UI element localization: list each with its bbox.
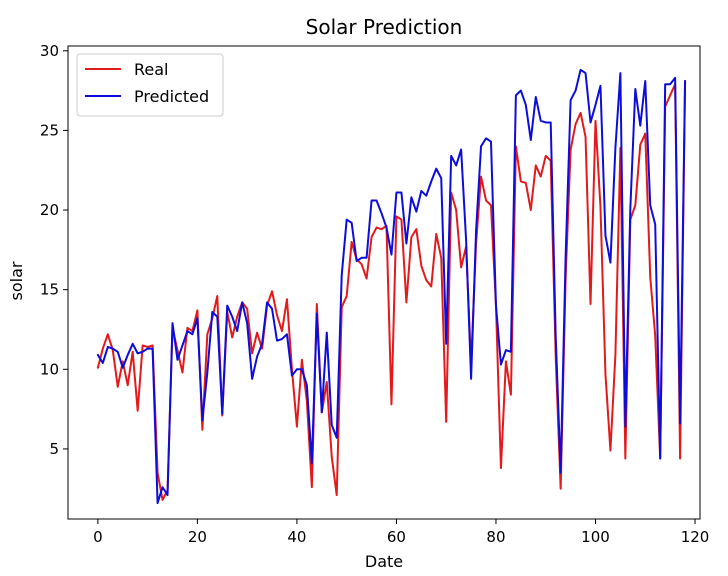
series-line-real (96, 80, 687, 501)
series-layer (96, 68, 687, 505)
y-tick-label: 5 (49, 440, 59, 458)
x-tick-label: 40 (287, 528, 306, 546)
legend-label-real: Real (134, 60, 169, 79)
y-tick-label: 10 (40, 360, 59, 378)
x-axis-label: Date (365, 552, 403, 571)
x-tick-label: 80 (486, 528, 505, 546)
x-tick-label: 0 (93, 528, 103, 546)
y-axis-label: solar (7, 261, 26, 300)
y-tick-label: 25 (40, 121, 59, 139)
plot-area: 0 20 40 60 80 100 120 5 10 15 20 25 30 (40, 42, 709, 546)
x-tick-label: 20 (188, 528, 207, 546)
axes-frame (67, 45, 701, 520)
legend: Real Predicted (76, 53, 224, 117)
chart-title: Solar Prediction (306, 15, 463, 39)
x-tick-label: 100 (581, 528, 610, 546)
y-tick-label: 15 (40, 281, 59, 299)
legend-label-predicted: Predicted (134, 87, 209, 106)
x-tick-label: 60 (387, 528, 406, 546)
y-tick-label: 30 (40, 42, 59, 60)
x-axis-ticks: 0 20 40 60 80 100 120 (93, 519, 709, 546)
x-tick-label: 120 (681, 528, 710, 546)
y-tick-label: 20 (40, 201, 59, 219)
series-line-predicted (96, 68, 687, 505)
y-axis-ticks: 5 10 15 20 25 30 (40, 42, 68, 458)
